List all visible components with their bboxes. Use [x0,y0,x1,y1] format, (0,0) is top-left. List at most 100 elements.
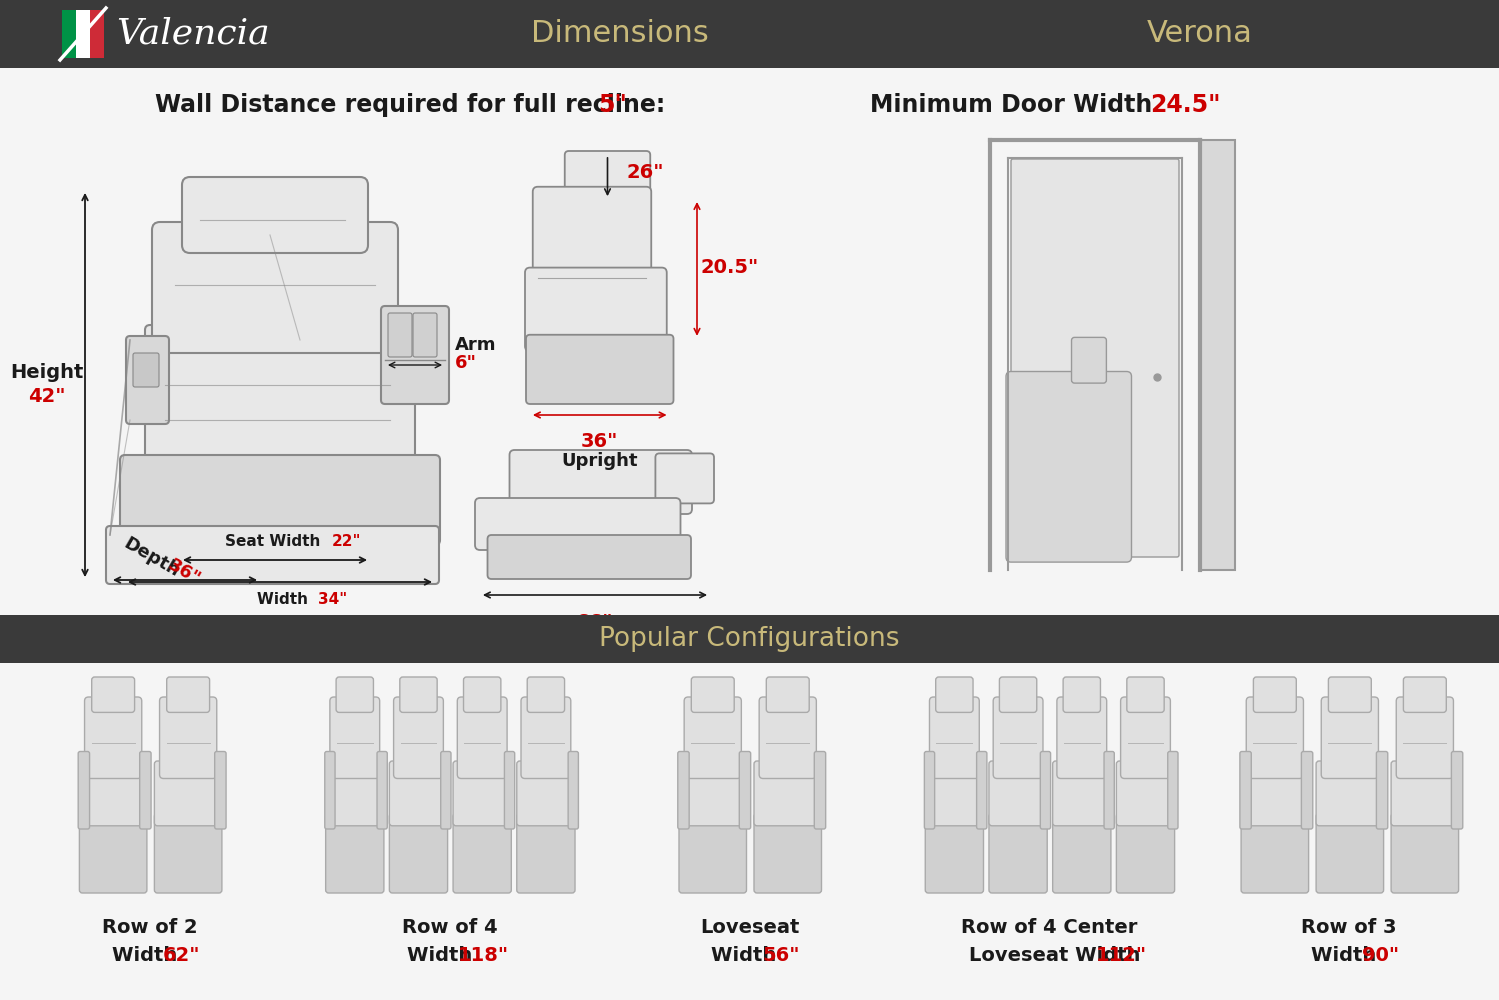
FancyBboxPatch shape [1072,337,1106,383]
FancyBboxPatch shape [525,268,667,351]
FancyBboxPatch shape [1316,814,1384,893]
FancyBboxPatch shape [1105,752,1114,829]
FancyBboxPatch shape [1057,697,1106,778]
FancyBboxPatch shape [655,453,714,503]
Text: 20.5": 20.5" [702,258,760,277]
FancyBboxPatch shape [766,677,809,712]
Text: Loveseat Width: Loveseat Width [968,946,1147,965]
FancyBboxPatch shape [126,336,169,424]
FancyBboxPatch shape [78,752,90,829]
FancyBboxPatch shape [381,306,450,404]
FancyBboxPatch shape [475,498,681,550]
Text: 62": 62" [163,946,201,965]
FancyBboxPatch shape [679,814,747,893]
Text: Verona: Verona [1147,19,1253,48]
FancyBboxPatch shape [925,761,983,826]
FancyBboxPatch shape [400,677,438,712]
FancyBboxPatch shape [1376,752,1388,829]
Text: Minimum Door Width: Minimum Door Width [869,93,1160,117]
Text: Width: Width [1310,946,1384,965]
Text: Full Recline: Full Recline [537,633,654,651]
FancyBboxPatch shape [91,677,135,712]
FancyBboxPatch shape [463,677,501,712]
FancyBboxPatch shape [1052,761,1111,826]
Text: Row of 4 Center: Row of 4 Center [961,918,1138,937]
Text: 112": 112" [1096,946,1147,965]
FancyBboxPatch shape [1321,697,1379,778]
FancyBboxPatch shape [517,814,576,893]
FancyBboxPatch shape [139,752,151,829]
FancyBboxPatch shape [325,761,384,826]
Text: 56": 56" [763,946,800,965]
Bar [0,615,1499,663]
Bar [0,0,1499,68]
FancyBboxPatch shape [457,697,507,778]
Text: 5": 5" [598,93,627,117]
FancyBboxPatch shape [739,752,751,829]
FancyBboxPatch shape [532,187,651,282]
FancyBboxPatch shape [325,814,384,893]
Text: Seat Width: Seat Width [225,534,325,550]
Bar [1201,140,1235,570]
Text: Upright: Upright [562,452,639,470]
Text: 66": 66" [576,613,613,632]
FancyBboxPatch shape [1168,752,1178,829]
FancyBboxPatch shape [214,752,226,829]
FancyBboxPatch shape [1000,677,1037,712]
FancyBboxPatch shape [390,814,448,893]
FancyBboxPatch shape [1052,814,1111,893]
FancyBboxPatch shape [925,752,935,829]
FancyBboxPatch shape [133,353,159,387]
FancyBboxPatch shape [120,455,441,545]
FancyBboxPatch shape [1127,677,1165,712]
FancyBboxPatch shape [394,697,444,778]
Text: 36": 36" [582,432,619,451]
FancyBboxPatch shape [336,677,373,712]
FancyBboxPatch shape [929,697,979,778]
FancyBboxPatch shape [754,814,821,893]
FancyBboxPatch shape [1391,814,1459,893]
FancyBboxPatch shape [684,697,742,778]
Text: 22": 22" [333,534,361,550]
FancyBboxPatch shape [79,814,147,893]
FancyBboxPatch shape [528,677,565,712]
FancyBboxPatch shape [330,697,379,778]
FancyBboxPatch shape [154,814,222,893]
FancyBboxPatch shape [989,814,1048,893]
Text: Width: Width [111,946,184,965]
FancyBboxPatch shape [1396,697,1454,778]
Text: Valencia: Valencia [115,17,270,51]
FancyBboxPatch shape [994,697,1043,778]
FancyBboxPatch shape [84,697,142,778]
Text: Loveseat: Loveseat [700,918,799,937]
Text: Arm: Arm [456,336,496,354]
FancyBboxPatch shape [1451,752,1463,829]
FancyBboxPatch shape [487,535,691,579]
FancyBboxPatch shape [754,761,821,826]
FancyBboxPatch shape [678,752,690,829]
Text: 118": 118" [459,946,510,965]
FancyBboxPatch shape [1403,677,1447,712]
Bar [61,10,76,58]
Text: Row of 3: Row of 3 [1301,918,1397,937]
FancyBboxPatch shape [1040,752,1051,829]
Bar [76,10,90,58]
FancyBboxPatch shape [325,752,336,829]
FancyBboxPatch shape [1391,761,1459,826]
Text: 34": 34" [318,592,348,607]
FancyBboxPatch shape [568,752,579,829]
FancyBboxPatch shape [378,752,387,829]
FancyBboxPatch shape [977,752,986,829]
FancyBboxPatch shape [1117,761,1175,826]
FancyBboxPatch shape [106,526,439,584]
FancyBboxPatch shape [522,697,571,778]
FancyBboxPatch shape [453,814,511,893]
FancyBboxPatch shape [441,752,451,829]
FancyBboxPatch shape [517,761,576,826]
Text: Dimensions: Dimensions [531,19,709,48]
Text: Row of 4: Row of 4 [402,918,498,937]
FancyBboxPatch shape [151,222,399,353]
Text: Width: Width [256,592,313,607]
FancyBboxPatch shape [1240,752,1252,829]
FancyBboxPatch shape [166,677,210,712]
